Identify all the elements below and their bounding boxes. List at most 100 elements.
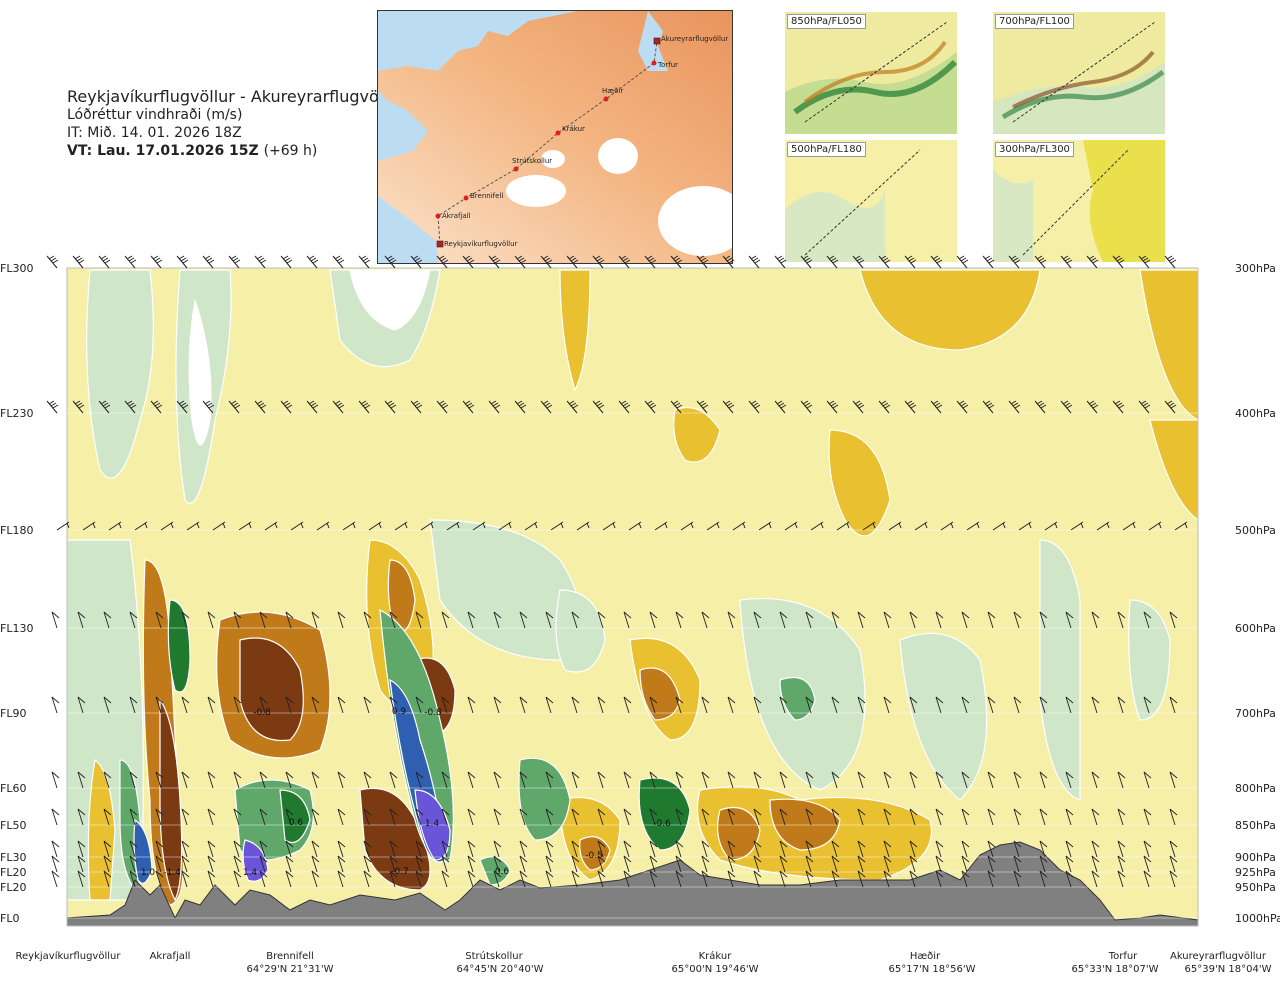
- wind-barb: [753, 808, 762, 826]
- wind-barb: [488, 255, 501, 269]
- wind-barb: [831, 771, 840, 789]
- value-annotation: -0.5: [585, 851, 603, 861]
- waypoint-marker: [513, 166, 519, 172]
- location-label: Krákur: [699, 950, 733, 962]
- wind-barb: [862, 521, 876, 531]
- wind-barb: [233, 840, 242, 858]
- wind-barb: [758, 521, 772, 531]
- flight-level-label: FL300: [0, 262, 33, 275]
- location-coordinate: 65°39'N 18°04'W: [1185, 964, 1272, 975]
- wind-barb: [493, 771, 502, 789]
- chart-title-block: Reykjavíkurflugvöllur - Akureyrarflugvöl…: [67, 88, 404, 160]
- wind-barb: [441, 855, 450, 873]
- location-coordinate: 65°33'N 18°07'W: [1072, 964, 1159, 975]
- wind-barb: [155, 696, 164, 714]
- wind-barb: [498, 521, 512, 531]
- wind-barb: [831, 840, 840, 858]
- wind-barb: [441, 611, 450, 629]
- wind-barb: [1013, 870, 1022, 888]
- wind-barb: [1013, 611, 1022, 629]
- wind-barb: [805, 808, 814, 826]
- wind-barb: [56, 521, 70, 531]
- wind-barb: [545, 611, 554, 629]
- wind-barb: [623, 840, 632, 858]
- wind-barb: [779, 808, 788, 826]
- wind-barb: [311, 870, 320, 888]
- pressure-level-label: 1000hPa: [1235, 912, 1280, 925]
- pressure-level-label: 300hPa: [1235, 262, 1276, 275]
- wind-barb: [1013, 808, 1022, 826]
- wind-barb: [524, 521, 538, 531]
- wind-barb: [992, 521, 1006, 531]
- wind-barb: [753, 771, 762, 789]
- wind-barb: [956, 400, 969, 414]
- wind-barb: [389, 870, 398, 888]
- wind-barb: [103, 771, 112, 789]
- wind-barb: [597, 771, 606, 789]
- wind-barb: [1065, 855, 1074, 873]
- wind-barb: [493, 611, 502, 629]
- wind-barb: [935, 840, 944, 858]
- wind-barb: [670, 400, 683, 414]
- level-map-label: 700hPa/FL100: [995, 14, 1074, 29]
- wind-barb: [181, 855, 190, 873]
- wind-barb: [774, 255, 787, 269]
- wind-barb: [467, 771, 476, 789]
- wind-barb: [1013, 696, 1022, 714]
- wind-barb: [1164, 255, 1177, 269]
- wind-barb: [800, 400, 813, 414]
- wind-barb: [207, 771, 216, 789]
- wind-barb: [1169, 870, 1178, 888]
- waypoint-label: Reykjavíkurflugvöllur: [444, 240, 518, 248]
- flight-level-label: FL20: [0, 881, 26, 894]
- wind-barb: [316, 521, 330, 531]
- wind-barb: [727, 870, 736, 888]
- wind-barb: [368, 521, 382, 531]
- wind-barb: [1013, 771, 1022, 789]
- wind-barb: [800, 255, 813, 269]
- wind-barb: [670, 255, 683, 269]
- wind-barb: [103, 840, 112, 858]
- wind-barb: [805, 611, 814, 629]
- wind-barb: [1065, 870, 1074, 888]
- wind-barb: [514, 400, 527, 414]
- wind-barb: [77, 611, 86, 629]
- wind-barb: [1060, 400, 1073, 414]
- wind-barb: [597, 696, 606, 714]
- wind-barb: [207, 611, 216, 629]
- wind-barb: [701, 808, 710, 826]
- issue-time: IT: Mið. 14. 01. 2026 18Z: [67, 125, 242, 141]
- wind-barb: [826, 255, 839, 269]
- wind-barb: [727, 808, 736, 826]
- wind-barb: [441, 771, 450, 789]
- wind-barb: [571, 808, 580, 826]
- pressure-level-label: 900hPa: [1235, 851, 1276, 864]
- wind-barb: [727, 771, 736, 789]
- wind-barb: [51, 855, 60, 873]
- wind-barb: [181, 611, 190, 629]
- wind-barb: [155, 771, 164, 789]
- flight-level-label: FL30: [0, 851, 26, 864]
- wind-contour: [555, 589, 606, 673]
- wind-barb: [436, 400, 449, 414]
- wind-barb: [566, 255, 579, 269]
- wind-contour: [387, 559, 416, 633]
- level-map-300: 300hPa/FL300: [993, 140, 1165, 262]
- level-map-700: 700hPa/FL100: [993, 12, 1165, 134]
- wind-barb: [436, 255, 449, 269]
- waypoint-marker: [603, 96, 609, 102]
- wind-barb: [961, 771, 970, 789]
- wind-barb: [155, 840, 164, 858]
- waypoint-marker: [653, 37, 661, 45]
- flight-level-label: FL230: [0, 407, 33, 420]
- wind-barb: [306, 255, 319, 269]
- wind-barb: [597, 808, 606, 826]
- wind-barb: [410, 400, 423, 414]
- wind-barb: [805, 855, 814, 873]
- value-annotation: -0.8: [424, 708, 442, 718]
- wind-barb: [337, 696, 346, 714]
- wind-barb: [930, 400, 943, 414]
- wind-barb: [1039, 808, 1048, 826]
- wind-contour: [1039, 539, 1081, 801]
- wind-barb: [878, 255, 891, 269]
